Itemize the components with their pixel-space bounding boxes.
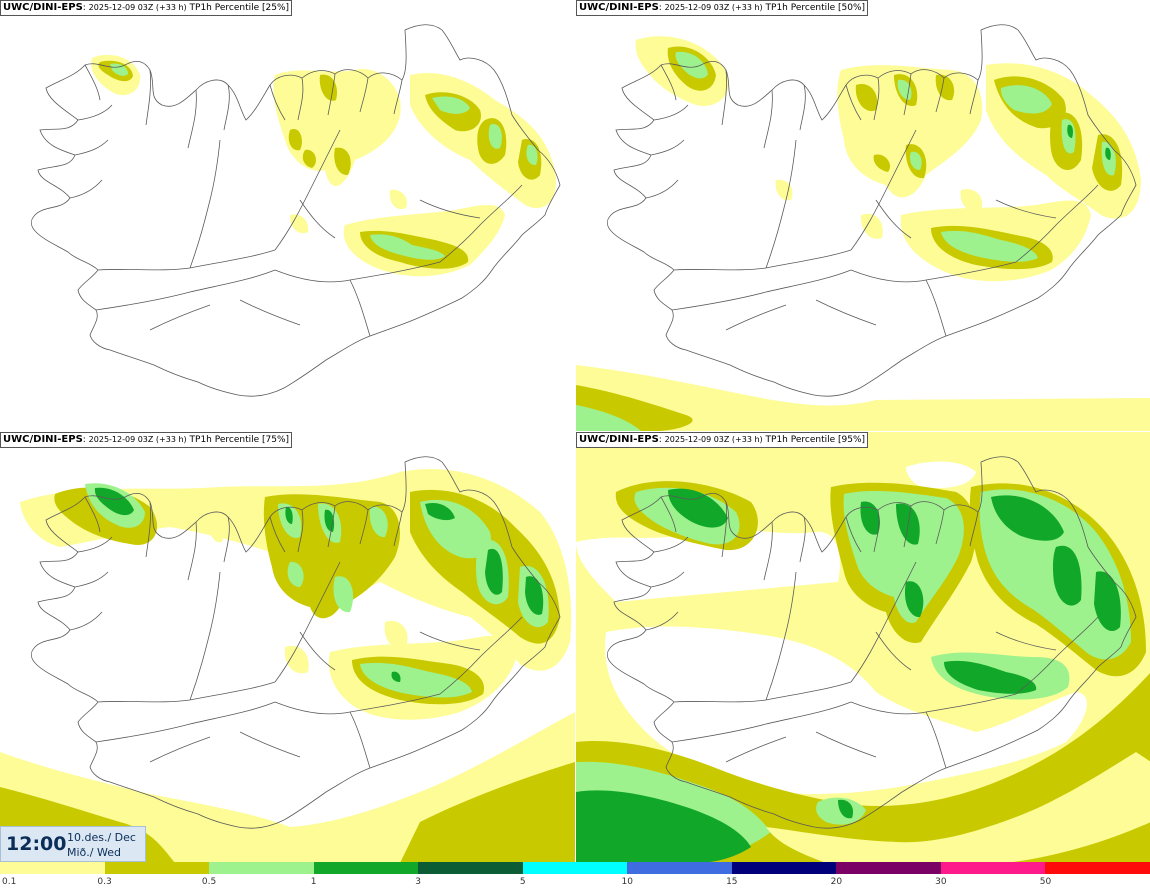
legend-tick-label: 15 <box>726 877 738 887</box>
panel-source: UWC/DINI-EPS <box>579 434 659 445</box>
precip-field <box>0 468 575 863</box>
panel-title-p50: UWC/DINI-EPS: 2025-12-09 03Z (+33 h) TP1… <box>576 0 869 16</box>
iceland-outline <box>606 456 1137 829</box>
iceland-map-p95 <box>576 432 1150 863</box>
panel-title-p25: UWC/DINI-EPS: 2025-12-09 03Z (+33 h) TP1… <box>0 0 293 16</box>
panel-field: TP1h Percentile [95%] <box>765 435 866 445</box>
legend-tick-label: 20 <box>830 877 843 887</box>
legend-tick-label: 10 <box>621 877 633 887</box>
precip-area-northwest-peak <box>675 51 708 79</box>
panel-source: UWC/DINI-EPS <box>579 2 659 13</box>
precip-area-northwest-peak <box>110 63 128 76</box>
precip-area-central-cell <box>944 660 1037 694</box>
panel-title-p95: UWC/DINI-EPS: 2025-12-09 03Z (+33 h) TP1… <box>576 432 869 448</box>
legend-swatch <box>731 862 837 874</box>
legend-swatch <box>209 862 314 874</box>
legend-tick-label: 0.3 <box>97 877 112 887</box>
valid-time-box: 12:00 10.des./ Dec Mið./ Wed <box>0 826 146 862</box>
legend-tick-label: 0.1 <box>2 877 17 887</box>
legend-color-bar <box>0 862 1150 874</box>
precip-area-northeast-cell <box>425 502 544 615</box>
map-panel-p50: UWC/DINI-EPS: 2025-12-09 03Z (+33 h) TP1… <box>576 0 1150 431</box>
legend-swatch <box>104 862 210 874</box>
panel-field: TP1h Percentile [50%] <box>765 3 866 13</box>
panel-field: TP1h Percentile [25%] <box>189 3 290 13</box>
precip-area-central-peak <box>360 662 472 698</box>
legend-tick-label: 50 <box>1039 877 1052 887</box>
precip-area-northwest-cell <box>94 487 134 516</box>
legend-swatch <box>522 862 628 874</box>
precip-area-central-cell <box>391 671 401 682</box>
precip-area-north-peak <box>634 487 1131 660</box>
precip-area-northeast-peak <box>1000 85 1116 176</box>
map-panel-p75: UWC/DINI-EPS: 2025-12-09 03Z (+33 h) TP1… <box>0 432 575 863</box>
precip-field <box>576 36 1150 431</box>
precip-area-northeast-peak <box>420 499 549 628</box>
panel-divider-horizontal <box>0 431 1150 432</box>
iceland-outline <box>30 24 561 397</box>
precip-area-north-peak <box>897 79 922 170</box>
panel-run: 2025-12-09 03Z (+33 h) <box>664 435 763 444</box>
iceland-outline <box>30 456 561 829</box>
color-legend: 0.1 0.3 0.5 1 3 5 10 15 20 30 50 <box>0 862 1150 891</box>
legend-swatch <box>313 862 419 874</box>
valid-day: Mið./ Wed <box>67 846 121 859</box>
legend-tick-label: 5 <box>519 877 526 887</box>
legend-tick-label: 1 <box>310 877 317 887</box>
map-panel-p95: UWC/DINI-EPS: 2025-12-09 03Z (+33 h) TP1… <box>576 432 1150 863</box>
panel-field: TP1h Percentile [75%] <box>189 435 290 445</box>
precip-area-north <box>273 69 401 187</box>
precip-field <box>576 432 1150 863</box>
precip-area-central-peak <box>941 230 1038 262</box>
panel-title-p75: UWC/DINI-EPS: 2025-12-09 03Z (+33 h) TP1… <box>0 432 293 448</box>
precip-area-reykjanes-cell <box>838 799 854 819</box>
legend-tick-label: 30 <box>935 877 947 887</box>
precip-area-north-core <box>288 74 351 176</box>
panel-run: 2025-12-09 03Z (+33 h) <box>88 3 187 12</box>
map-panel-p25: UWC/DINI-EPS: 2025-12-09 03Z (+33 h) TP1… <box>0 0 575 431</box>
precip-area-north-cell <box>668 488 1121 632</box>
precip-area-southwest-peak <box>576 405 641 431</box>
precip-area-small <box>775 179 983 239</box>
valid-date: 10.des./ Dec <box>67 831 136 844</box>
precip-area-northeast-peak <box>432 96 538 166</box>
precip-area-clear-north <box>576 461 976 602</box>
legend-swatch <box>940 862 1046 874</box>
legend-swatch <box>836 862 941 874</box>
precip-area-south-cell <box>576 790 751 863</box>
valid-time: 12:00 <box>6 833 67 855</box>
iceland-map-p25 <box>30 24 561 397</box>
precip-area-southwest <box>576 365 1150 431</box>
precip-area-north-cell <box>285 506 335 532</box>
panel-run: 2025-12-09 03Z (+33 h) <box>88 435 187 444</box>
precip-area-clear-south <box>766 752 1150 863</box>
iceland-outline <box>606 24 1137 397</box>
precip-area-northeast-cell <box>1067 124 1111 160</box>
panel-source: UWC/DINI-EPS <box>3 434 83 445</box>
legend-swatch <box>1045 862 1150 874</box>
iceland-map-p50 <box>576 24 1150 431</box>
panel-source: UWC/DINI-EPS <box>3 2 83 13</box>
precip-area-central-peak <box>370 234 445 260</box>
panel-run: 2025-12-09 03Z (+33 h) <box>664 3 763 12</box>
precip-field <box>91 54 556 277</box>
legend-tick-label: 0.5 <box>201 877 217 887</box>
legend-swatch <box>0 862 105 874</box>
precip-area-northeast-core <box>425 92 542 180</box>
precip-area-clear-interior <box>605 626 1087 794</box>
precip-area-small <box>290 189 407 234</box>
legend-swatch <box>418 862 523 874</box>
legend-tick-label: 3 <box>415 877 422 887</box>
legend-swatch <box>627 862 732 874</box>
iceland-map-p75 <box>0 456 575 863</box>
